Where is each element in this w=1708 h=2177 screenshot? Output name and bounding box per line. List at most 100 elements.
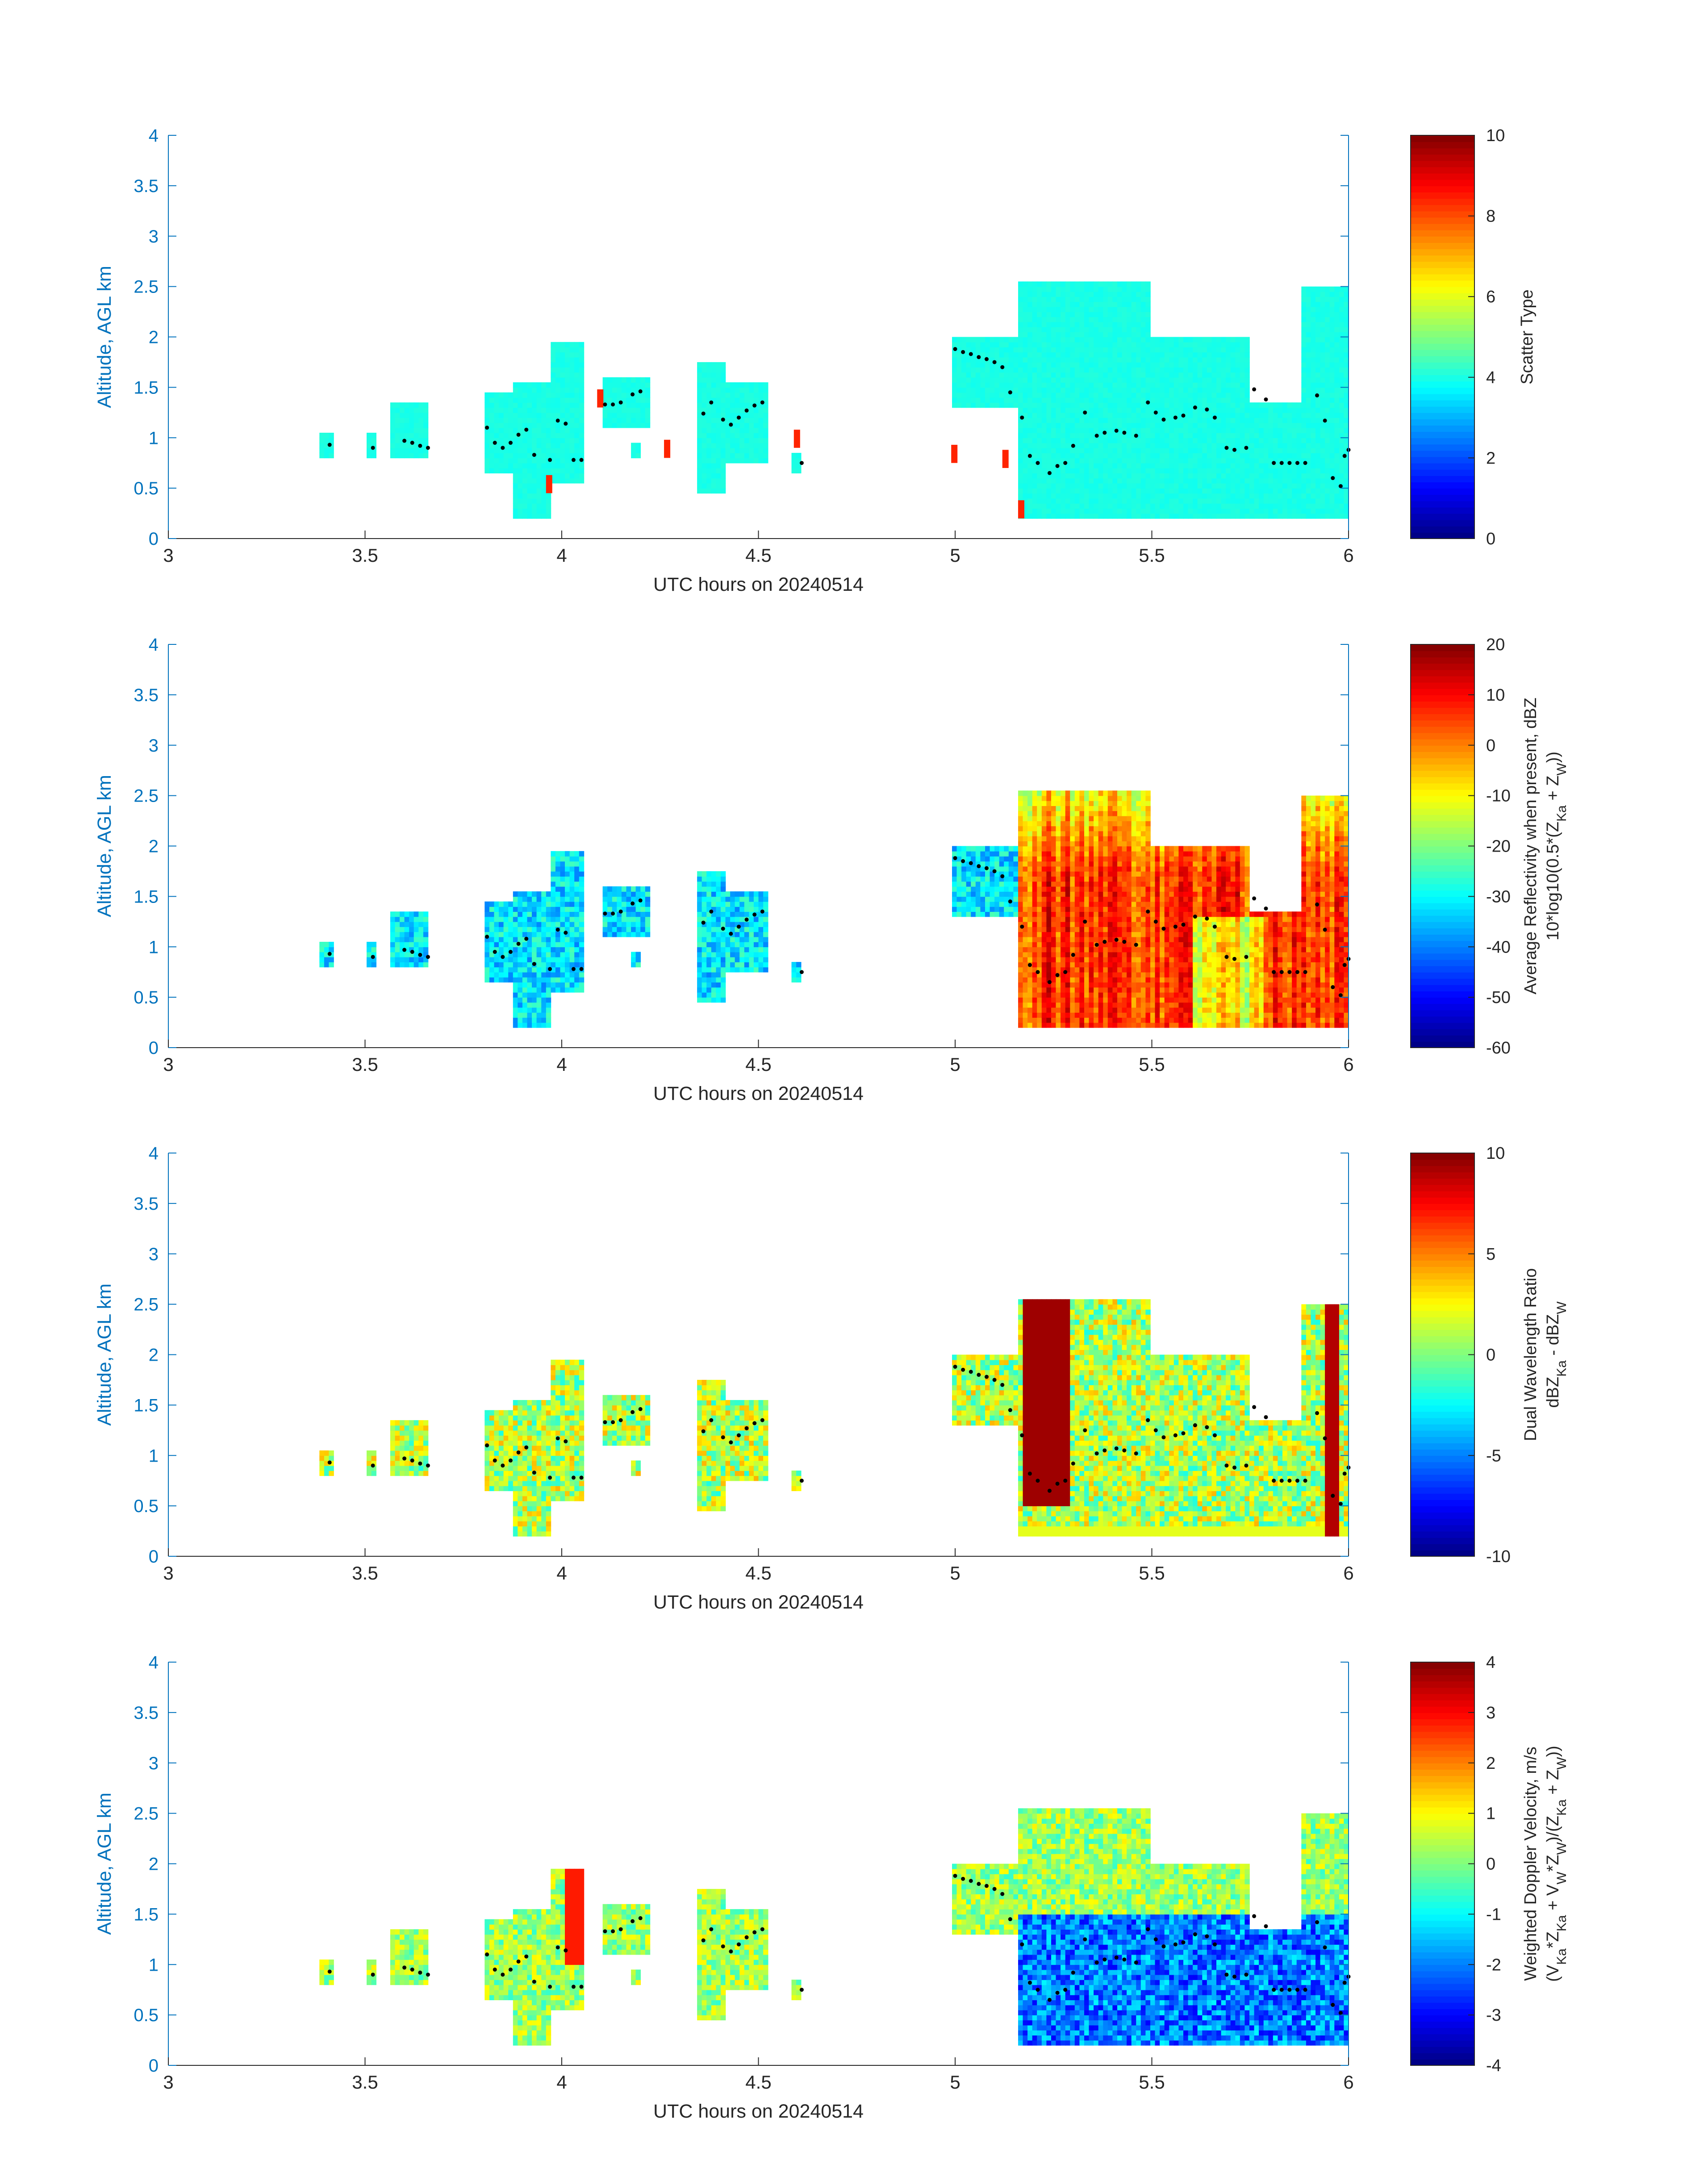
heatmap-cell (612, 392, 618, 398)
heatmap-cell (626, 422, 631, 428)
heatmap-cell (1023, 301, 1028, 307)
heatmap-cell (1287, 407, 1292, 413)
heatmap-cell (1235, 337, 1240, 343)
heatmap-cell (1197, 362, 1203, 368)
heatmap-cell (1301, 306, 1307, 312)
heatmap-cell (1061, 422, 1066, 428)
heatmap-cell (1268, 418, 1274, 423)
heatmap-cell (579, 886, 585, 892)
heatmap-cell (1127, 513, 1132, 519)
heatmap-cell (1140, 488, 1146, 494)
heatmap-cell (640, 932, 646, 937)
heatmap-cell (1216, 483, 1222, 489)
heatmap-cell (1122, 281, 1127, 287)
heatmap-cell (423, 911, 429, 917)
heatmap-cell (1004, 357, 1009, 363)
heatmap-cell (551, 916, 556, 922)
heatmap-cell (1089, 312, 1094, 318)
heatmap-cell (541, 397, 547, 403)
heatmap-cell (1287, 508, 1292, 514)
heatmap-cell (413, 447, 419, 453)
heatmap-cell (994, 387, 1000, 393)
heatmap-cell (1334, 427, 1340, 433)
heatmap-cell (1131, 312, 1137, 318)
heatmap-cell (574, 352, 580, 358)
heatmap-cell (763, 397, 768, 403)
heatmap-cell (1046, 447, 1052, 453)
heatmap-cell (518, 483, 523, 489)
heatmap-cell (612, 397, 618, 403)
heatmap-cell (1070, 503, 1075, 509)
heatmap-cell (522, 443, 528, 448)
heatmap-cell (1070, 337, 1075, 343)
heatmap-cell (1230, 483, 1236, 489)
heatmap-cell (508, 947, 514, 953)
heatmap-cell (730, 402, 735, 408)
heatmap-cell (1094, 438, 1099, 443)
heatmap-cell (1098, 503, 1104, 509)
heatmap-cell (1056, 473, 1061, 479)
heatmap-cell (631, 418, 636, 423)
heatmap-cell (1216, 352, 1222, 358)
heatmap-cell (367, 952, 372, 957)
heatmap-cell (513, 906, 518, 912)
heatmap-cell (522, 901, 528, 907)
heatmap-cell (1301, 372, 1307, 378)
heatmap-cell (1117, 387, 1123, 393)
heatmap-cell (990, 337, 995, 343)
heatmap-cell (1056, 382, 1061, 388)
heatmap-cell (565, 438, 570, 443)
heatmap-cell (527, 932, 532, 937)
heatmap-cell (513, 992, 518, 998)
heatmap-cell (716, 443, 721, 448)
heatmap-cell (956, 397, 962, 403)
heatmap-cell (1202, 488, 1207, 494)
heatmap-cell (1344, 312, 1349, 318)
heatmap-cell (1226, 468, 1231, 474)
colorbar-swatch (1411, 312, 1474, 319)
heatmap-cell (555, 357, 561, 363)
heatmap-cell (494, 932, 499, 937)
heatmap-cell (1226, 503, 1231, 509)
heatmap-cell (1325, 422, 1330, 428)
heatmap-cell (1221, 468, 1226, 474)
heatmap-cell (541, 503, 547, 509)
heatmap-cell (532, 901, 537, 907)
heatmap-cell (1051, 478, 1057, 484)
heatmap-cell (1131, 377, 1137, 383)
heatmap-cell (390, 407, 396, 413)
heatmap-cell (555, 932, 561, 937)
heatmap-cell (536, 1002, 542, 1008)
heatmap-cell (1027, 367, 1033, 373)
heatmap-cell (319, 453, 325, 459)
heatmap-cell (518, 418, 523, 423)
heatmap-cell (1329, 332, 1335, 338)
heatmap-cell (1074, 478, 1080, 484)
heatmap-cell (1287, 422, 1292, 428)
heatmap-cell (1046, 418, 1052, 423)
heatmap-cell (1301, 412, 1307, 418)
heatmap-cell (1051, 281, 1057, 287)
heatmap-cell (555, 936, 561, 942)
heatmap-cell (522, 392, 528, 398)
heatmap-cell (404, 443, 409, 448)
heatmap-cell (1122, 447, 1127, 453)
heatmap-cell (494, 402, 499, 408)
heatmap-cell (1254, 513, 1259, 519)
heatmap-cell (1211, 392, 1217, 398)
heatmap-cell (1160, 447, 1165, 453)
heatmap-cell (1013, 402, 1019, 408)
heatmap-cell (1079, 418, 1085, 423)
heatmap-cell (739, 447, 745, 453)
heatmap-cell (489, 422, 495, 428)
heatmap-cell (565, 458, 570, 464)
heatmap-cell (1112, 322, 1118, 327)
heatmap-cell (546, 498, 551, 504)
heatmap-cell (1226, 453, 1231, 459)
heatmap-cell (499, 927, 504, 932)
heatmap-cell (1150, 493, 1156, 499)
heatmap-cell (1131, 433, 1137, 439)
heatmap-cell (551, 881, 556, 887)
heatmap-cell (735, 443, 740, 448)
heatmap-cell (1041, 433, 1047, 439)
